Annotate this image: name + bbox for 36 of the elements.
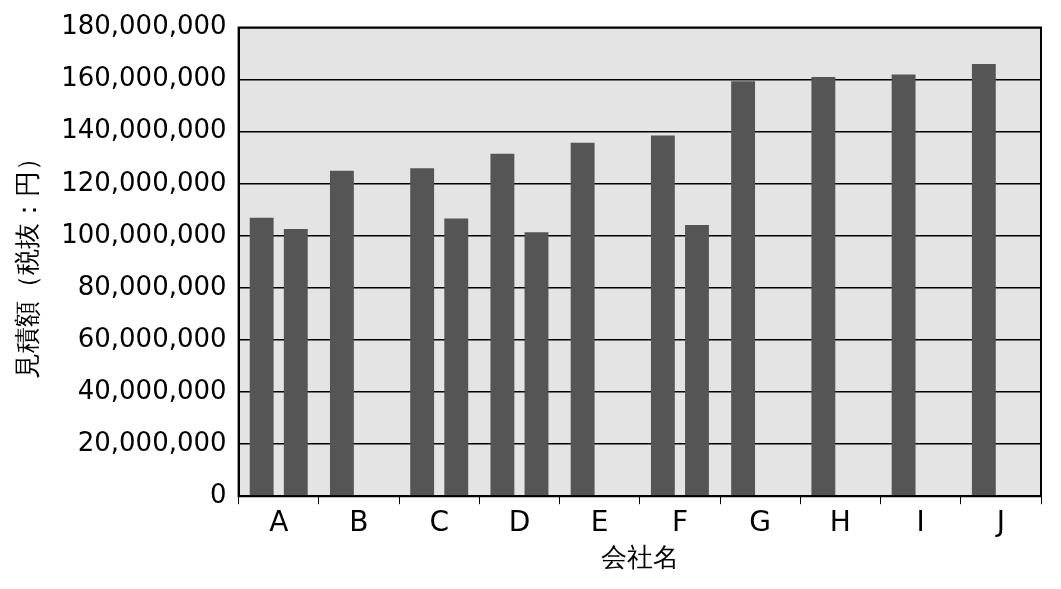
- x-tick-label: F: [671, 505, 688, 539]
- bar: [811, 77, 836, 496]
- x-tick-label: D: [508, 505, 531, 539]
- bar: [971, 64, 996, 496]
- y-tick-label: 0: [210, 478, 227, 509]
- x-tick-label: A: [269, 505, 289, 539]
- y-tick-label: 20,000,000: [77, 426, 227, 457]
- x-tick-label: I: [916, 505, 925, 539]
- bar: [410, 168, 435, 496]
- x-axis-title: 会社名: [600, 542, 679, 573]
- bar: [570, 142, 595, 496]
- bar: [891, 74, 916, 496]
- x-tick-label: J: [994, 505, 1006, 539]
- bar: [685, 224, 709, 496]
- x-tick-label: C: [429, 505, 449, 539]
- bar: [249, 217, 274, 496]
- y-axis-title: 見積額（税抜：円）: [12, 144, 43, 379]
- bar: [444, 218, 469, 496]
- y-tick-label: 180,000,000: [61, 10, 227, 41]
- y-tick-label: 160,000,000: [61, 62, 227, 93]
- bar: [329, 170, 354, 496]
- bar: [524, 232, 549, 496]
- x-tick-label: E: [590, 505, 609, 539]
- y-tick-label: 40,000,000: [77, 374, 227, 405]
- bar: [650, 135, 675, 496]
- y-tick-label: 80,000,000: [77, 270, 227, 301]
- x-tick-label: B: [349, 505, 369, 539]
- y-tick-label: 120,000,000: [61, 166, 227, 197]
- bar: [283, 229, 308, 496]
- x-tick-label: G: [749, 505, 772, 539]
- y-tick-label: 100,000,000: [61, 218, 227, 249]
- x-tick-label: H: [829, 505, 851, 539]
- y-tick-label: 140,000,000: [61, 114, 227, 145]
- y-tick-label: 60,000,000: [77, 322, 227, 353]
- bar: [731, 81, 756, 496]
- bar: [490, 153, 515, 496]
